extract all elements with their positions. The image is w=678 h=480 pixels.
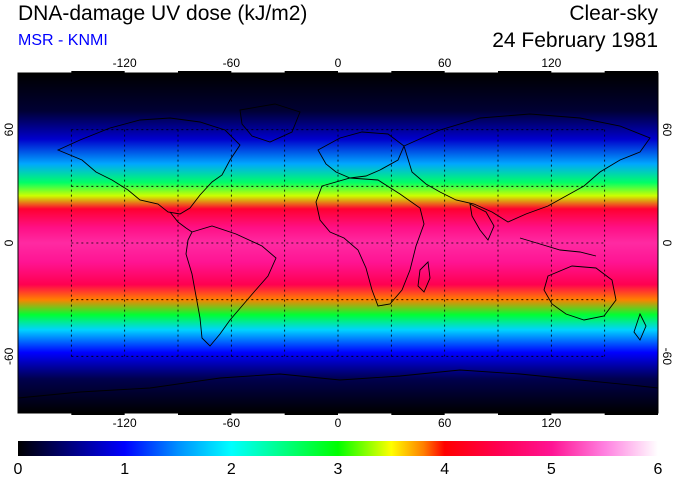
colorbar-tick-label: 2 <box>227 461 236 478</box>
colorbar-labels: 0 1 2 3 4 5 6 <box>14 461 663 478</box>
colorbar <box>18 441 658 456</box>
coastline-indonesia <box>519 237 597 257</box>
coastline-india <box>469 203 495 241</box>
frame-tick-bottom <box>604 413 658 415</box>
frame-tick-bottom <box>71 413 125 415</box>
frame-tick-top <box>178 71 232 73</box>
coastline-africa <box>315 177 425 307</box>
source-label: MSR - KNMI <box>18 32 108 49</box>
sky-condition-label: Clear-sky <box>569 2 658 25</box>
colorbar-tick-label: 5 <box>547 461 556 478</box>
latitude-labels-left: 60 0 -60 <box>2 123 16 365</box>
latitude-labels-right: 60 0 -60 <box>660 123 674 365</box>
longitude-label: -120 <box>113 416 137 430</box>
colorbar-tick-label: 0 <box>14 461 23 478</box>
latitude-label: 60 <box>660 123 674 137</box>
coastline-south-america <box>185 225 277 347</box>
longitude-label: 60 <box>438 56 452 70</box>
frame-tick-top <box>498 71 552 73</box>
coastline-europe <box>317 131 405 179</box>
longitude-label: -120 <box>113 56 137 70</box>
coastline-new-zealand <box>633 312 647 341</box>
latitude-label: -60 <box>660 348 674 366</box>
latitude-label: -60 <box>2 347 16 365</box>
latitude-label: 0 <box>2 239 16 246</box>
frame-tick-top <box>391 71 445 73</box>
coastline-north-america <box>56 117 241 215</box>
latitude-label: 60 <box>2 123 16 137</box>
longitude-label: 0 <box>335 56 342 70</box>
graticule <box>70 129 606 357</box>
frame-tick-top <box>71 71 125 73</box>
coastline-madagascar <box>417 261 431 293</box>
longitude-labels-top: -120 -60 0 60 120 <box>113 56 562 70</box>
coastline-antarctica <box>18 369 658 399</box>
longitude-label: 120 <box>541 56 561 70</box>
colorbar-tick-label: 4 <box>440 461 449 478</box>
colorbar-tick-label: 6 <box>654 461 663 478</box>
frame-tick-bottom <box>498 413 552 415</box>
coastline-central-america <box>169 211 193 233</box>
longitude-label: -60 <box>223 416 241 430</box>
coastline-greenland <box>239 103 301 143</box>
frame-tick-bottom <box>284 413 338 415</box>
longitude-label: 120 <box>541 416 561 430</box>
coastlines <box>18 103 658 399</box>
longitude-label: 0 <box>335 416 342 430</box>
colorbar-tick-label: 3 <box>334 461 343 478</box>
coastline-australia <box>543 265 617 321</box>
frame-tick-top <box>604 71 658 73</box>
longitude-labels-bottom: -120 -60 0 60 120 <box>113 416 562 430</box>
latitude-label: 0 <box>660 240 674 247</box>
date-label: 24 February 1981 <box>492 29 658 52</box>
frame-tick-top <box>284 71 338 73</box>
longitude-label: 60 <box>438 416 452 430</box>
frame-tick-bottom <box>178 413 232 415</box>
colorbar-tick-label: 1 <box>120 461 129 478</box>
map-title: DNA-damage UV dose (kJ/m2) <box>18 2 308 25</box>
coastline-asia <box>403 113 651 223</box>
longitude-label: -60 <box>223 56 241 70</box>
frame-tick-bottom <box>391 413 445 415</box>
frame-ticks <box>71 71 658 415</box>
